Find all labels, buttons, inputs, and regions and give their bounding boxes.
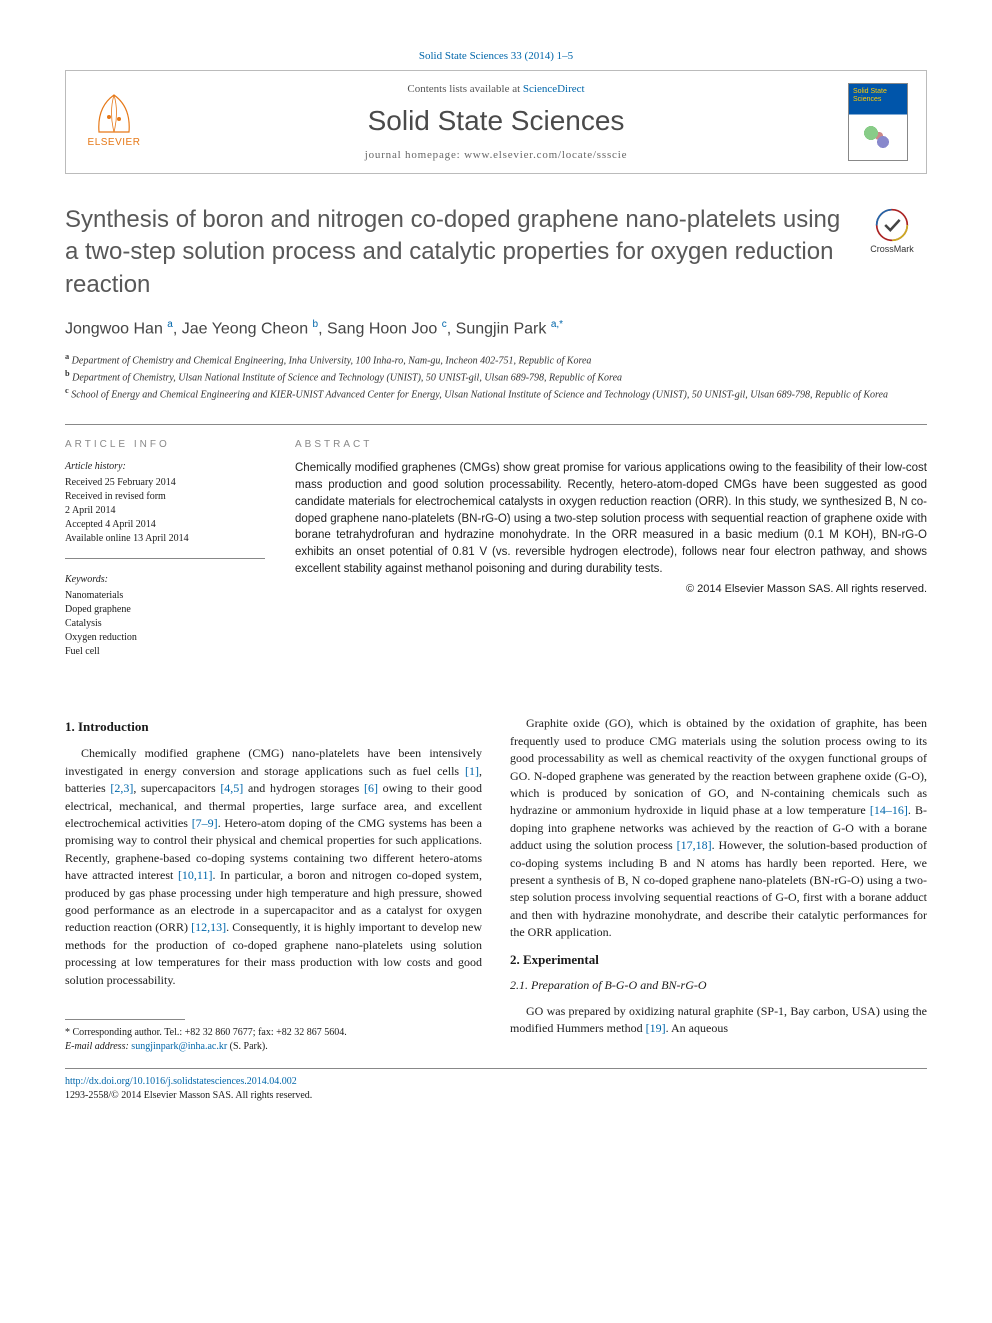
citation-line: Solid State Sciences 33 (2014) 1–5 [65, 50, 927, 62]
section-1-heading: 1. Introduction [65, 719, 482, 735]
issn-copyright-line: 1293-2558/© 2014 Elsevier Masson SAS. Al… [65, 1090, 312, 1101]
email-suffix: (S. Park). [227, 1041, 268, 1052]
doi-link[interactable]: http://dx.doi.org/10.1016/j.solidstatesc… [65, 1076, 297, 1087]
ref-link[interactable]: [17,18] [677, 838, 712, 852]
journal-homepage: journal homepage: www.elsevier.com/locat… [144, 149, 848, 161]
corresponding-author-footnote: * Corresponding author. Tel.: +82 32 860… [65, 1026, 482, 1054]
history-label: Article history: [65, 460, 265, 474]
affiliation-b: Department of Chemistry, Ulsan National … [72, 372, 622, 383]
keywords-label: Keywords: [65, 573, 265, 587]
history-line: Available online 13 April 2014 [65, 532, 265, 546]
elsevier-logo: ELSEVIER [84, 87, 144, 157]
ref-link[interactable]: [6] [364, 781, 378, 795]
section-2-1-heading: 2.1. Preparation of B-G-O and BN-rG-O [510, 978, 927, 993]
ref-link[interactable]: [19] [646, 1021, 666, 1035]
keyword: Fuel cell [65, 645, 265, 659]
history-line: Received in revised form [65, 490, 265, 504]
keyword: Oxygen reduction [65, 631, 265, 645]
intro-paragraph-1: Chemically modified graphene (CMG) nano-… [65, 745, 482, 988]
author-list: Jongwoo Han a, Jae Yeong Cheon b, Sang H… [65, 319, 927, 338]
abstract-column: ABSTRACT Chemically modified graphenes (… [295, 439, 927, 685]
corr-author-line: * Corresponding author. Tel.: +82 32 860… [65, 1026, 482, 1040]
history-line: Accepted 4 April 2014 [65, 518, 265, 532]
homepage-url[interactable]: www.elsevier.com/locate/ssscie [464, 149, 627, 161]
history-line: Received 25 February 2014 [65, 476, 265, 490]
ref-link[interactable]: [1] [465, 764, 479, 778]
page-footer: http://dx.doi.org/10.1016/j.solidstatesc… [65, 1068, 927, 1103]
keyword: Doped graphene [65, 603, 265, 617]
keyword: Nanomaterials [65, 589, 265, 603]
abstract-copyright: © 2014 Elsevier Masson SAS. All rights r… [295, 583, 927, 595]
section-2-heading: 2. Experimental [510, 952, 927, 968]
sciencedirect-link[interactable]: ScienceDirect [523, 83, 585, 95]
article-title: Synthesis of boron and nitrogen co-doped… [65, 204, 927, 301]
abstract-label: ABSTRACT [295, 439, 927, 450]
article-info-column: ARTICLE INFO Article history: Received 2… [65, 439, 265, 685]
email-label: E-mail address: [65, 1041, 131, 1052]
affiliations-block: a Department of Chemistry and Chemical E… [65, 351, 927, 403]
body-text-columns: 1. Introduction Chemically modified grap… [65, 715, 927, 1053]
exp-paragraph-1: GO was prepared by oxidizing natural gra… [510, 1003, 927, 1038]
crossmark-badge[interactable]: CrossMark [857, 208, 927, 254]
ref-link[interactable]: [7–9] [192, 816, 218, 830]
affiliation-c: School of Energy and Chemical Engineerin… [71, 389, 888, 400]
affiliation-a: Department of Chemistry and Chemical Eng… [72, 355, 592, 366]
journal-name: Solid State Sciences [144, 105, 848, 137]
history-line: 2 April 2014 [65, 504, 265, 518]
elsevier-text: ELSEVIER [88, 137, 141, 148]
contents-available-line: Contents lists available at ScienceDirec… [144, 83, 848, 95]
ref-link[interactable]: [12,13] [191, 920, 226, 934]
ref-link[interactable]: [4,5] [220, 781, 243, 795]
ref-link[interactable]: [14–16] [870, 803, 908, 817]
ref-link[interactable]: [10,11] [178, 868, 213, 882]
ref-link[interactable]: [2,3] [110, 781, 133, 795]
intro-paragraph-2: Graphite oxide (GO), which is obtained b… [510, 715, 927, 941]
corr-email-link[interactable]: sungjinpark@inha.ac.kr [131, 1041, 227, 1052]
article-info-label: ARTICLE INFO [65, 439, 265, 450]
keyword: Catalysis [65, 617, 265, 631]
crossmark-label: CrossMark [857, 244, 927, 254]
journal-cover-thumb [848, 83, 908, 161]
abstract-text: Chemically modified graphenes (CMGs) sho… [295, 460, 927, 577]
journal-header-box: ELSEVIER Contents lists available at Sci… [65, 70, 927, 174]
